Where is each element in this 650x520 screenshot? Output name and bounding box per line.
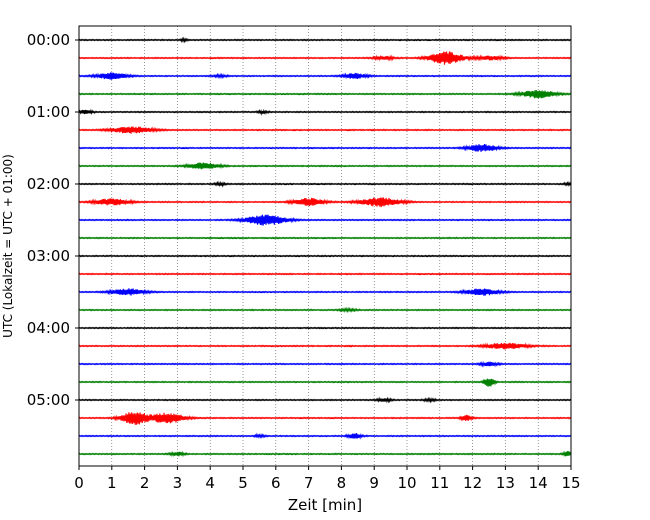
y-axis-label: UTC (Lokalzeit = UTC + 01:00) xyxy=(1,154,15,338)
y-tick-label: 04:00 xyxy=(27,319,70,337)
trace-0330 xyxy=(78,288,572,296)
y-tick-label: 03:00 xyxy=(27,247,70,265)
x-tick-label: 10 xyxy=(397,474,416,492)
grid-lines xyxy=(111,26,539,466)
trace-0100 xyxy=(78,108,572,116)
trace-0500 xyxy=(78,396,572,404)
trace-0400 xyxy=(78,326,572,330)
trace-0215 xyxy=(78,197,572,208)
trace-0300 xyxy=(78,254,572,258)
trace-0430 xyxy=(78,360,572,368)
x-axis-ticks: 0 1 2 3 4 5 6 7 8 9 10 11 12 13 14 15 xyxy=(74,466,581,492)
trace-0245 xyxy=(78,236,572,240)
trace-0015 xyxy=(78,51,572,65)
x-tick-label: 5 xyxy=(238,474,248,492)
trace-0000 xyxy=(78,36,572,44)
x-axis-label: Zeit [min] xyxy=(288,496,362,514)
trace-0445 xyxy=(78,378,572,387)
x-tick-label: 0 xyxy=(74,474,84,492)
trace-0345 xyxy=(78,306,572,314)
x-tick-label: 2 xyxy=(140,474,150,492)
x-tick-label: 1 xyxy=(107,474,117,492)
trace-0315 xyxy=(78,272,572,276)
x-tick-label: 13 xyxy=(496,474,515,492)
x-tick-label: 7 xyxy=(304,474,314,492)
trace-0515 xyxy=(78,412,572,425)
trace-0530 xyxy=(78,432,572,440)
plot-frame xyxy=(78,25,572,467)
trace-0130 xyxy=(78,143,572,152)
y-tick-label: 05:00 xyxy=(27,391,70,409)
y-tick-label: 02:00 xyxy=(27,175,70,193)
trace-0200 xyxy=(78,180,572,188)
y-axis-ticks: 00:00 01:00 02:00 03:00 04:00 05:00 xyxy=(27,31,79,409)
trace-0230 xyxy=(78,214,572,226)
x-tick-label: 14 xyxy=(529,474,548,492)
y-tick-label: 00:00 xyxy=(27,31,70,49)
x-tick-label: 12 xyxy=(463,474,482,492)
trace-0545 xyxy=(78,450,572,458)
x-tick-label: 8 xyxy=(337,474,347,492)
y-tick-label: 01:00 xyxy=(27,103,70,121)
x-tick-label: 6 xyxy=(271,474,281,492)
trace-0415 xyxy=(78,342,572,350)
trace-0045 xyxy=(78,89,572,99)
trace-0030 xyxy=(78,72,572,80)
trace-0115 xyxy=(78,126,572,134)
x-tick-label: 3 xyxy=(173,474,183,492)
x-tick-label: 4 xyxy=(205,474,215,492)
trace-0145 xyxy=(78,162,572,170)
x-tick-label: 15 xyxy=(561,474,580,492)
x-tick-label: 11 xyxy=(430,474,449,492)
traces-group xyxy=(78,36,572,458)
x-tick-label: 9 xyxy=(369,474,379,492)
